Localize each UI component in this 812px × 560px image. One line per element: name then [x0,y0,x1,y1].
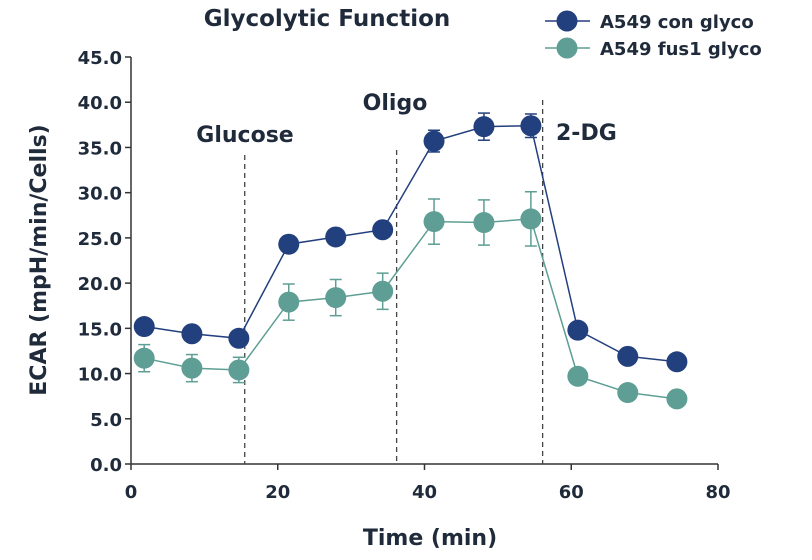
y-tick-label: 15.0 [78,319,122,340]
data-point [325,226,347,248]
x-tick-label: 20 [265,482,290,503]
y-tick-label: 40.0 [78,93,122,114]
data-point [423,211,445,233]
injection-label: Glucose [196,123,293,148]
series-line [144,218,678,400]
data-point [617,345,639,367]
data-point [666,351,688,373]
injection-label: 2-DG [556,121,617,146]
data-point [423,130,445,152]
y-tick-label: 25.0 [78,229,122,250]
data-point [181,357,203,379]
legend-marker [556,37,578,59]
y-tick-label: 20.0 [78,274,122,295]
legend-label: A549 con glyco [600,12,754,33]
data-point [567,319,589,341]
legend-label: A549 fus1 glyco [600,39,762,60]
data-point [228,359,250,381]
data-point [567,365,589,387]
y-axis-label: ECAR (mpH/min/Cells) [27,124,52,395]
x-tick-label: 80 [705,482,730,503]
y-tick-label: 0.0 [90,455,122,476]
y-tick-label: 30.0 [78,184,122,205]
x-tick-label: 60 [559,482,584,503]
injection-label: Oligo [363,91,428,116]
y-tick-label: 45.0 [78,48,122,69]
data-point [372,280,394,302]
y-tick-label: 10.0 [78,365,122,386]
x-tick-label: 0 [125,482,138,503]
chart-title: Glycolytic Function [204,6,451,32]
data-point [228,327,250,349]
data-point [372,219,394,241]
x-axis-label: Time (min) [363,526,497,551]
x-tick-label: 40 [412,482,437,503]
data-point [473,212,495,234]
y-tick-label: 5.0 [90,410,122,431]
data-point [181,323,203,345]
data-point [666,388,688,410]
data-point [133,347,155,369]
data-point [325,287,347,309]
series-line [144,124,677,363]
data-point [473,116,495,138]
y-tick-label: 35.0 [78,138,122,159]
data-point [278,233,300,255]
data-point [520,208,542,230]
data-point [278,291,300,313]
data-point [520,115,542,137]
data-point [133,316,155,338]
legend-marker [556,10,578,32]
data-point [617,382,639,404]
